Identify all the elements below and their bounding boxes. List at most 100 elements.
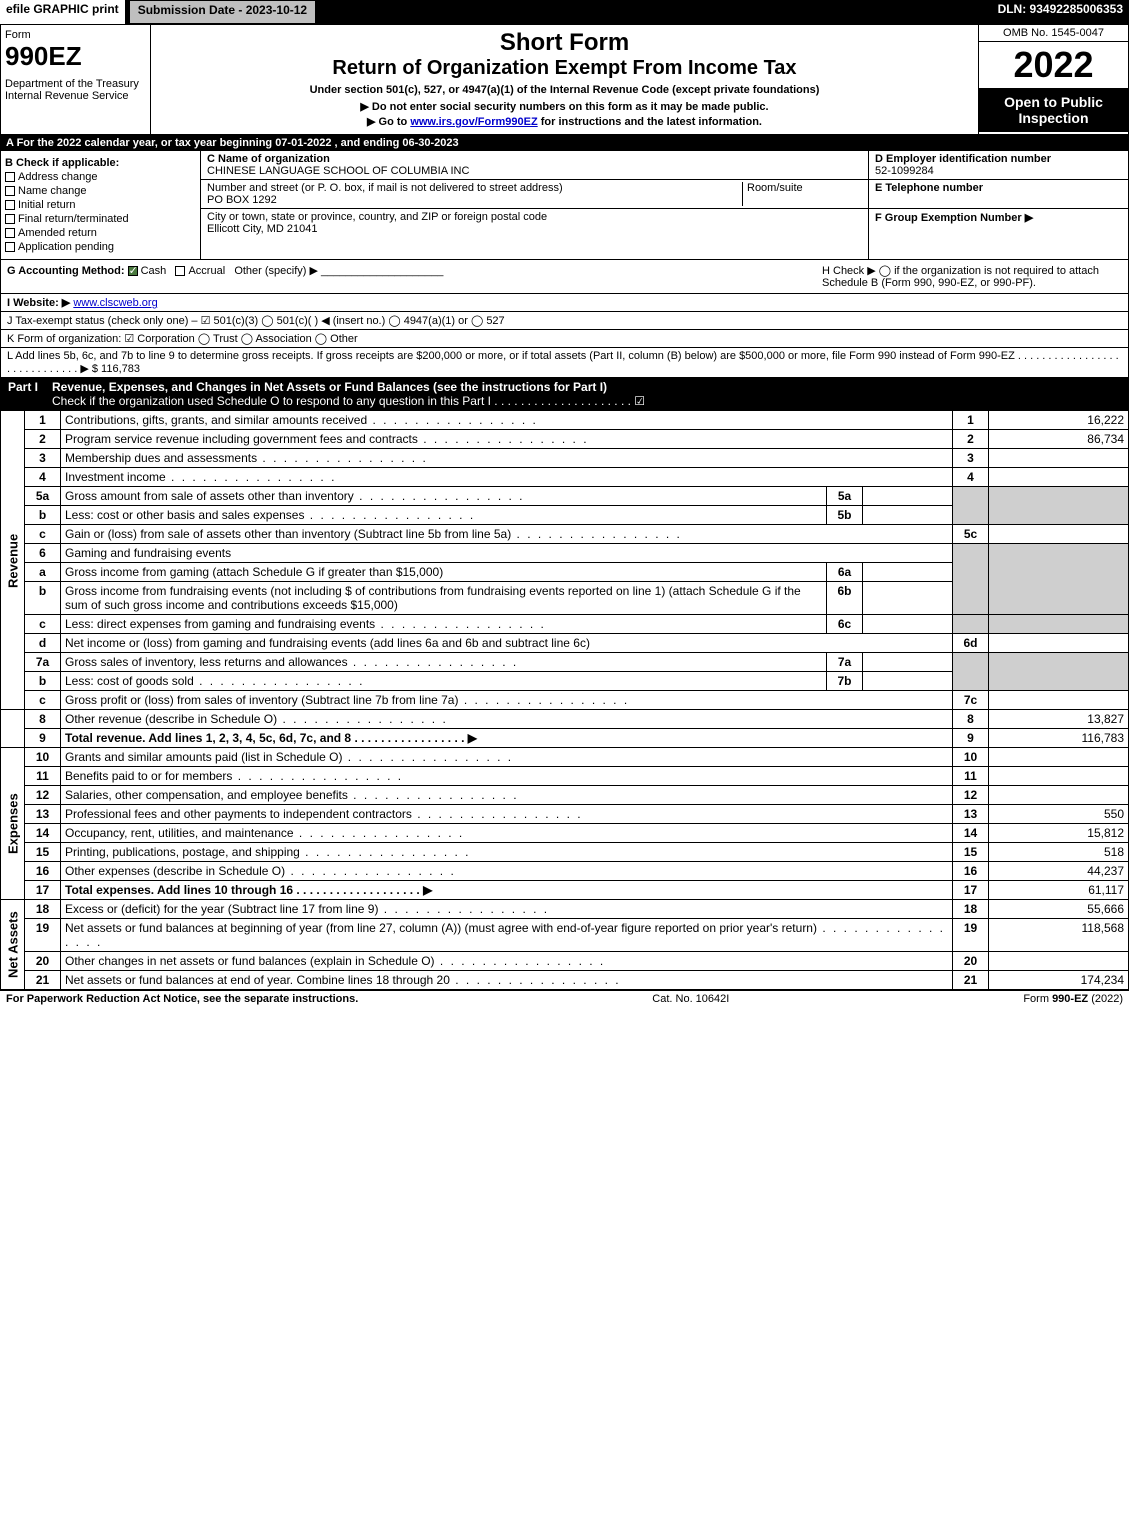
line-6d-desc: Net income or (loss) from gaming and fun… [61,634,953,653]
line-15-col: 15 [953,843,989,862]
column-d-e-f: D Employer identification number 52-1099… [868,151,1128,259]
cb-address-change[interactable]: Address change [5,171,196,183]
line-8-amt: 13,827 [989,710,1129,729]
under-section: Under section 501(c), 527, or 4947(a)(1)… [155,84,974,96]
part-i-header: Part I Revenue, Expenses, and Changes in… [0,378,1129,410]
column-c: C Name of organization CHINESE LANGUAGE … [201,151,868,259]
line-7b-num: b [25,672,61,691]
row-k-form-org: K Form of organization: ☑ Corporation ◯ … [0,330,1129,348]
line-11-desc: Benefits paid to or for members [65,769,403,783]
line-4-amt [989,468,1129,487]
line-6c-desc: Less: direct expenses from gaming and fu… [65,617,546,631]
expenses-label: Expenses [1,748,25,900]
line-7b-sub: 7b [827,672,863,691]
line-7c-amt [989,691,1129,710]
header-center: Short Form Return of Organization Exempt… [151,25,978,134]
line-5b-val [863,506,953,525]
line-6b-sub: 6b [827,582,863,615]
line-5c-desc: Gain or (loss) from sale of assets other… [65,527,682,541]
org-name: CHINESE LANGUAGE SCHOOL OF COLUMBIA INC [207,165,469,177]
line-6-desc: Gaming and fundraising events [61,544,953,563]
line-6-num: 6 [25,544,61,563]
line-5c-col: 5c [953,525,989,544]
line-6b-num: b [25,582,61,615]
row-g-h: G Accounting Method: Cash Accrual Other … [0,260,1129,294]
room-suite: Room/suite [742,182,862,206]
line-12-num: 12 [25,786,61,805]
submission-date: Submission Date - 2023-10-12 [129,0,316,24]
page-footer: For Paperwork Reduction Act Notice, see … [0,990,1129,1007]
line-18-desc: Excess or (deficit) for the year (Subtra… [65,902,549,916]
line-9-desc: Total revenue. Add lines 1, 2, 3, 4, 5c,… [65,731,477,745]
line-21-num: 21 [25,971,61,990]
line-6b-val [863,582,953,615]
return-title: Return of Organization Exempt From Incom… [155,57,974,80]
line-13-num: 13 [25,805,61,824]
line-21-col: 21 [953,971,989,990]
line-6a-num: a [25,563,61,582]
line-11-amt [989,767,1129,786]
line-6a-sub: 6a [827,563,863,582]
group-exemption-row: F Group Exemption Number ▶ [869,209,1128,226]
line-8-col: 8 [953,710,989,729]
footer-form: Form 990-EZ (2022) [1023,993,1123,1005]
irs-link[interactable]: www.irs.gov/Form990EZ [410,116,537,128]
line-7a-desc: Gross sales of inventory, less returns a… [65,655,518,669]
footer-left: For Paperwork Reduction Act Notice, see … [6,993,358,1005]
cb-cash[interactable] [128,266,138,276]
street-row: Number and street (or P. O. box, if mail… [201,180,868,209]
line-5a-val [863,487,953,506]
cb-final-return[interactable]: Final return/terminated [5,213,196,225]
line-18-num: 18 [25,900,61,919]
line-7a-num: 7a [25,653,61,672]
line-21-amt: 174,234 [989,971,1129,990]
cb-application-pending[interactable]: Application pending [5,241,196,253]
line-1-amt: 16,222 [989,411,1129,430]
short-form-title: Short Form [155,29,974,57]
line-19-amt: 118,568 [989,919,1129,952]
line-9-col: 9 [953,729,989,748]
line-5a-sub: 5a [827,487,863,506]
line-2-num: 2 [25,430,61,449]
line-19-col: 19 [953,919,989,952]
line-10-desc: Grants and similar amounts paid (list in… [65,750,513,764]
line-5b-sub: 5b [827,506,863,525]
line-17-num: 17 [25,881,61,900]
cb-amended-return[interactable]: Amended return [5,227,196,239]
line-3-amt [989,449,1129,468]
line-3-desc: Membership dues and assessments [65,451,428,465]
cb-accrual[interactable] [175,266,185,276]
line-5b-num: b [25,506,61,525]
line-16-num: 16 [25,862,61,881]
line-3-num: 3 [25,449,61,468]
line-5a-num: 5a [25,487,61,506]
city-row: City or town, state or province, country… [201,209,868,237]
header-right: OMB No. 1545-0047 2022 Open to Public In… [978,25,1128,134]
line-6c-val [863,615,953,634]
cb-name-change[interactable]: Name change [5,185,196,197]
line-7b-val [863,672,953,691]
line-7a-sub: 7a [827,653,863,672]
org-name-row: C Name of organization CHINESE LANGUAGE … [201,151,868,180]
telephone-row: E Telephone number [869,180,1128,209]
col-b-title: B Check if applicable: [5,157,196,169]
efile-label: efile GRAPHIC print [0,0,125,24]
accounting-method-label: G Accounting Method: [7,265,125,277]
line-2-amt: 86,734 [989,430,1129,449]
cb-initial-return[interactable]: Initial return [5,199,196,211]
line-7c-num: c [25,691,61,710]
row-j-tax-exempt: J Tax-exempt status (check only one) – ☑… [0,312,1129,330]
line-6c-sub: 6c [827,615,863,634]
line-6b-desc: Gross income from fundraising events (no… [61,582,827,615]
line-13-desc: Professional fees and other payments to … [65,807,583,821]
website-link[interactable]: www.clscweb.org [73,297,157,309]
tax-year: 2022 [979,42,1128,88]
netassets-label: Net Assets [1,900,25,990]
line-3-col: 3 [953,449,989,468]
top-bar: efile GRAPHIC print Submission Date - 20… [0,0,1129,24]
line-7b-desc: Less: cost of goods sold [65,674,364,688]
line-17-amt: 61,117 [989,881,1129,900]
line-8-num: 8 [25,710,61,729]
revenue-label: Revenue [1,411,25,710]
line-20-desc: Other changes in net assets or fund bala… [65,954,605,968]
